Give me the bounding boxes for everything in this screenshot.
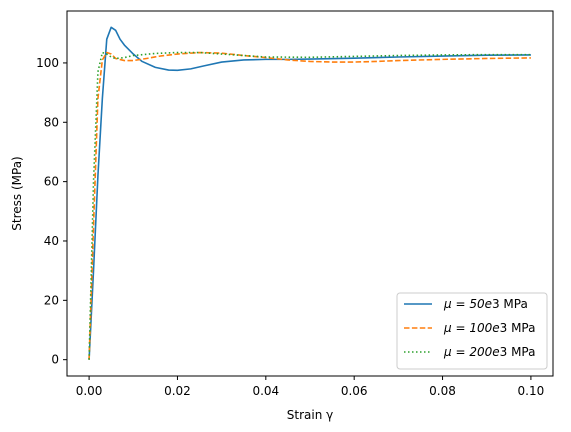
series-line: [88, 51, 531, 360]
x-axis-label: Strain γ: [287, 408, 333, 422]
legend-entry: μ = 100e3 MPa: [404, 321, 535, 335]
x-tick-label: 0.06: [341, 384, 368, 398]
x-tick-label: 0.04: [252, 384, 279, 398]
legend-label-mu-suffix: 3 MPa: [500, 345, 536, 359]
x-tick-label: 0.02: [164, 384, 191, 398]
y-tick-label: 100: [36, 56, 59, 70]
x-tick-label: 0.10: [518, 384, 545, 398]
legend-label-mu-suffix: 3 MPa: [500, 321, 536, 335]
legend-label-mu-suffix: 3 MPa: [492, 297, 528, 311]
y-axis-label: Stress (MPa): [10, 156, 24, 230]
x-tick-label: 0.00: [76, 384, 103, 398]
y-axis-ticks: 0 20 40 60 80 100: [36, 56, 67, 367]
y-tick-label: 0: [51, 353, 59, 367]
legend-label-mu-e: e: [492, 345, 499, 359]
series-line: [88, 26, 531, 360]
legend: μ = 50e3 MPa μ = 100e3 MPa μ = 200e3 MPa: [396, 292, 548, 370]
legend-label-mu-prefix: μ = 50: [443, 297, 485, 311]
legend-label-mu-prefix: μ = 100: [443, 321, 493, 335]
x-axis-ticks: 0.00 0.02 0.04 0.06 0.08 0.10: [76, 376, 545, 398]
legend-label-mu-e: e: [492, 321, 499, 335]
legend-label: μ = 100e3 MPa: [443, 321, 535, 335]
y-tick-label: 60: [44, 175, 59, 189]
legend-label: μ = 50e3 MPa: [443, 297, 528, 311]
y-tick-label: 40: [44, 234, 59, 248]
legend-label-mu-prefix: μ = 200: [443, 345, 493, 359]
plot-frame: [66, 10, 554, 377]
legend-box: [396, 292, 548, 370]
x-tick-label: 0.08: [429, 384, 456, 398]
series-layer: [88, 26, 531, 360]
series-line: [88, 51, 531, 360]
y-tick-label: 20: [44, 293, 59, 307]
y-tick-label: 80: [44, 115, 59, 129]
legend-label-mu-e: e: [485, 297, 492, 311]
legend-label: μ = 200e3 MPa: [443, 345, 535, 359]
legend-entry: μ = 200e3 MPa: [404, 345, 535, 359]
legend-entry: μ = 50e3 MPa: [404, 297, 528, 311]
